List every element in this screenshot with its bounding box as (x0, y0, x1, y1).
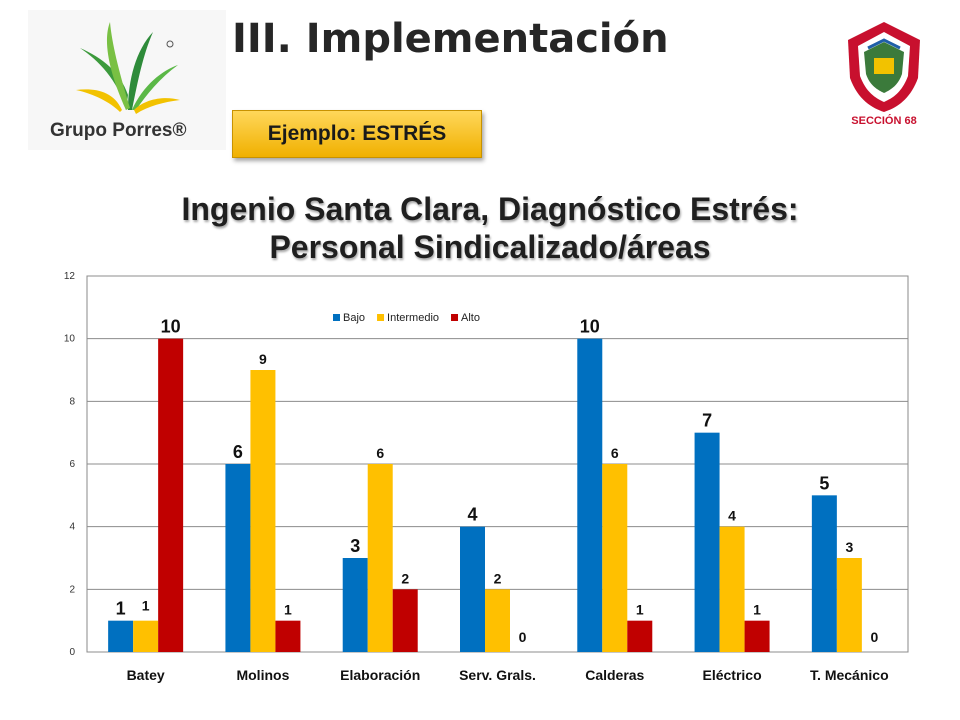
y-tick-label: 0 (69, 647, 75, 658)
data-label-bajo-2: 6 (233, 442, 243, 462)
data-label-intermedio-5: 6 (611, 445, 619, 461)
union-shield-icon: SECCIÓN 68 (848, 22, 920, 127)
data-label-bajo-5: 10 (580, 317, 600, 337)
chart-title-line-2: Personal Sindicalizado/áreas (269, 229, 711, 265)
legend-label-bajo: Bajo (343, 312, 365, 324)
data-label-intermedio-7: 3 (845, 539, 853, 555)
slide-title: III. Implementación (232, 16, 669, 62)
legend: Bajo Intermedio Alto (333, 312, 480, 324)
bar-intermedio-2 (250, 370, 276, 652)
bar-bajo-6 (694, 432, 720, 652)
cane-leaves-icon (76, 22, 180, 114)
x-tick-label: Calderas (585, 667, 644, 683)
y-tick-label: 6 (69, 459, 75, 470)
x-axis: Batey Molinos Elaboración Serv. Grals. Calde… (127, 667, 889, 683)
data-label-alto-3: 2 (401, 570, 409, 586)
data-label-bajo-1: 1 (116, 599, 126, 619)
data-label-alto-1: 10 (161, 317, 181, 337)
y-tick-label: 4 (69, 522, 75, 533)
data-label-intermedio-4: 2 (494, 570, 502, 586)
x-tick-label: Molinos (236, 667, 289, 683)
bar-bajo-4 (460, 526, 485, 652)
bar-alto-5 (627, 620, 653, 652)
bar-alto-6 (744, 620, 770, 652)
legend-label-alto: Alto (461, 312, 480, 324)
bar-alto-1 (158, 338, 184, 652)
bars (108, 338, 862, 652)
legend-swatch-intermedio (377, 314, 385, 321)
legend-swatch-bajo (333, 314, 340, 321)
y-tick-label: 10 (64, 334, 76, 345)
data-label-bajo-7: 5 (819, 473, 829, 493)
bar-alto-2 (275, 620, 301, 652)
data-label-bajo-4: 4 (467, 505, 477, 525)
brand-name: Grupo Porres® (50, 120, 187, 141)
data-label-intermedio-2: 9 (259, 351, 267, 367)
x-tick-label: Elaboración (340, 667, 420, 683)
data-label-intermedio-6: 4 (728, 508, 736, 524)
y-tick-label: 8 (69, 396, 75, 407)
example-badge: Ejemplo: ESTRÉS (232, 110, 482, 158)
bar-intermedio-5 (602, 464, 628, 652)
data-label-alto-6: 1 (753, 602, 761, 618)
x-tick-label: Serv. Grals. (459, 667, 536, 683)
data-label-alto-4: 0 (519, 629, 527, 645)
seccion-68-logo: SECCIÓN 68 (838, 18, 930, 128)
y-tick-label: 2 (69, 584, 75, 595)
data-label-intermedio-1: 1 (142, 598, 150, 614)
grid-lines (86, 275, 909, 653)
y-axis: 0 2 4 6 8 10 12 (64, 271, 76, 658)
data-label-bajo-3: 3 (350, 536, 360, 556)
x-tick-label: T. Mecánico (810, 667, 889, 683)
bar-intermedio-4 (485, 589, 510, 652)
seccion-label: SECCIÓN 68 (851, 114, 916, 127)
bar-bajo-3 (342, 558, 368, 652)
bar-bajo-7 (811, 495, 837, 652)
data-label-alto-7: 0 (870, 629, 878, 645)
legend-label-intermedio: Intermedio (387, 312, 439, 324)
grupo-porres-logo: Grupo Porres® (28, 10, 226, 150)
bar-bajo-5 (577, 338, 603, 652)
chart-title: Ingenio Santa Clara, Diagnóstico Estrés:… (60, 190, 920, 266)
y-tick-label: 12 (64, 271, 76, 282)
data-label-intermedio-3: 6 (376, 445, 384, 461)
example-label: Ejemplo: ESTRÉS (267, 122, 447, 145)
bar-bajo-2 (225, 464, 251, 652)
chart-title-line-1: Ingenio Santa Clara, Diagnóstico Estrés: (181, 191, 799, 227)
bar-intermedio-6 (719, 526, 745, 652)
bar-intermedio-3 (367, 464, 393, 652)
data-label-bajo-6: 7 (702, 411, 712, 431)
x-tick-label: Eléctrico (703, 667, 762, 683)
legend-swatch-alto (451, 314, 459, 321)
bar-intermedio-7 (836, 558, 862, 652)
data-label-alto-5: 1 (636, 602, 644, 618)
bar-bajo-1 (108, 620, 134, 652)
x-tick-label: Batey (127, 667, 165, 683)
bar-alto-3 (392, 589, 418, 652)
data-label-alto-2: 1 (284, 602, 292, 618)
bar-intermedio-1 (133, 620, 159, 652)
